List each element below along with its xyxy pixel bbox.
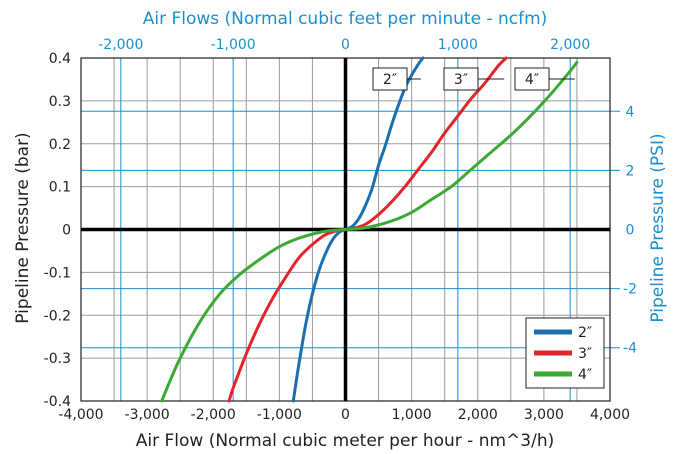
legend-label: 3″ — [578, 346, 592, 362]
x2-tick-label: -2,000 — [98, 37, 143, 53]
y2-tick-label: 0 — [626, 223, 635, 239]
series-line-1 — [291, 56, 425, 403]
y-tick-label: 0 — [62, 223, 71, 239]
y2-tick-label: 2 — [626, 163, 635, 179]
x-tick-label: 3,000 — [524, 407, 564, 423]
x-tick-label: -3,000 — [125, 407, 170, 423]
x-tick-label: -4,000 — [58, 407, 103, 423]
tick-labels: -4,000 -3,000 -2,000 -1,000 0 1,000 2,000 3,000… — [44, 37, 637, 423]
series — [160, 56, 579, 403]
callout-box — [443, 67, 479, 91]
callout-box — [372, 67, 408, 91]
legend-label: 4″ — [578, 367, 592, 383]
x-tick-label: -1,000 — [257, 407, 302, 423]
y2-tick-label: -2 — [623, 282, 637, 298]
legend-label: 2″ — [578, 325, 592, 341]
callout-box — [514, 67, 550, 91]
x-tick-label: 1,000 — [392, 407, 432, 423]
y-tick-label: 0.3 — [49, 94, 71, 110]
y-tick-label: -0.1 — [44, 265, 71, 281]
x-tick-label: -2,000 — [191, 407, 236, 423]
y-tick-label: 0.2 — [49, 137, 71, 153]
y-tick-label: 0.1 — [49, 180, 71, 196]
y2-axis-label: Pipeline Pressure (PSI) — [648, 133, 668, 322]
series-line-2 — [227, 56, 508, 403]
x-axis-label: Air Flow (Normal cubic meter per hour - … — [136, 431, 554, 451]
series-line-3 — [160, 60, 579, 403]
x2-tick-label: 1,000 — [438, 37, 478, 53]
x-tick-label: 0 — [341, 407, 350, 423]
callout-label: 2″ — [383, 72, 397, 88]
callout-label: 3″ — [454, 72, 468, 88]
y2-tick-label: 4 — [626, 104, 635, 120]
chart-title: Air Flows (Normal cubic feet per minute … — [143, 9, 548, 29]
x-tick-label: 4,000 — [590, 407, 630, 423]
callout-label: 4″ — [525, 72, 539, 88]
x2-tick-label: 0 — [341, 37, 350, 53]
y-tick-label: 0.4 — [49, 51, 71, 67]
y-tick-label: -0.3 — [44, 351, 71, 367]
x2-tick-label: 2,000 — [550, 37, 590, 53]
y-tick-label: -0.2 — [44, 308, 71, 324]
series-callouts: 2″ 3″ 4″ — [372, 67, 575, 91]
y-tick-label: -0.4 — [44, 394, 71, 410]
y2-tick-label: -4 — [623, 341, 637, 357]
legend: 2″ 3″ 4″ — [525, 317, 605, 389]
x2-tick-label: -1,000 — [211, 37, 256, 53]
y-axis-label: Pipeline Pressure (bar) — [13, 132, 33, 323]
x-tick-label: 2,000 — [458, 407, 498, 423]
